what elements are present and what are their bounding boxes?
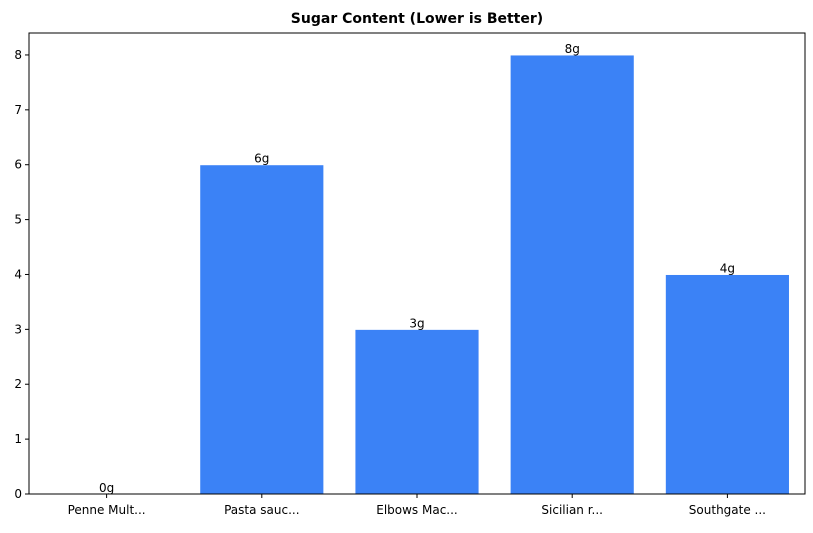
y-tick-label: 6 <box>14 158 22 172</box>
bar-value-label: 8g <box>565 42 580 56</box>
y-tick-label: 3 <box>14 322 22 336</box>
x-tick-label: Sicilian r... <box>541 503 603 517</box>
bar <box>509 54 635 495</box>
y-tick-label: 0 <box>14 487 22 501</box>
y-tick-label: 1 <box>14 432 22 446</box>
x-tick-label: Elbows Mac... <box>376 503 458 517</box>
bar <box>199 164 325 495</box>
chart-title: Sugar Content (Lower is Better) <box>291 11 543 27</box>
y-axis: 0 1 2 3 4 5 6 7 8 <box>14 48 29 501</box>
bar-value-label: 0g <box>99 481 114 495</box>
y-tick-label: 5 <box>14 213 22 227</box>
y-tick-label: 7 <box>14 103 22 117</box>
x-tick-label: Southgate ... <box>689 503 766 517</box>
y-tick-label: 2 <box>14 377 22 391</box>
x-tick-label: Pasta sauc... <box>224 503 299 517</box>
plot-frame <box>28 32 806 495</box>
bar-value-label: 4g <box>720 261 735 275</box>
bars-group <box>199 54 790 495</box>
bar <box>664 273 790 495</box>
data-labels-group: 0g 6g 3g 8g 4g <box>99 42 735 495</box>
x-axis: Penne Mult... Pasta sauc... Elbows Mac... S… <box>68 494 766 517</box>
x-tick-label: Penne Mult... <box>68 503 146 517</box>
y-tick-label: 8 <box>14 48 22 62</box>
bar-value-label: 6g <box>254 152 269 166</box>
bar <box>354 328 480 495</box>
y-tick-label: 4 <box>14 267 22 281</box>
bar-value-label: 3g <box>409 316 424 330</box>
